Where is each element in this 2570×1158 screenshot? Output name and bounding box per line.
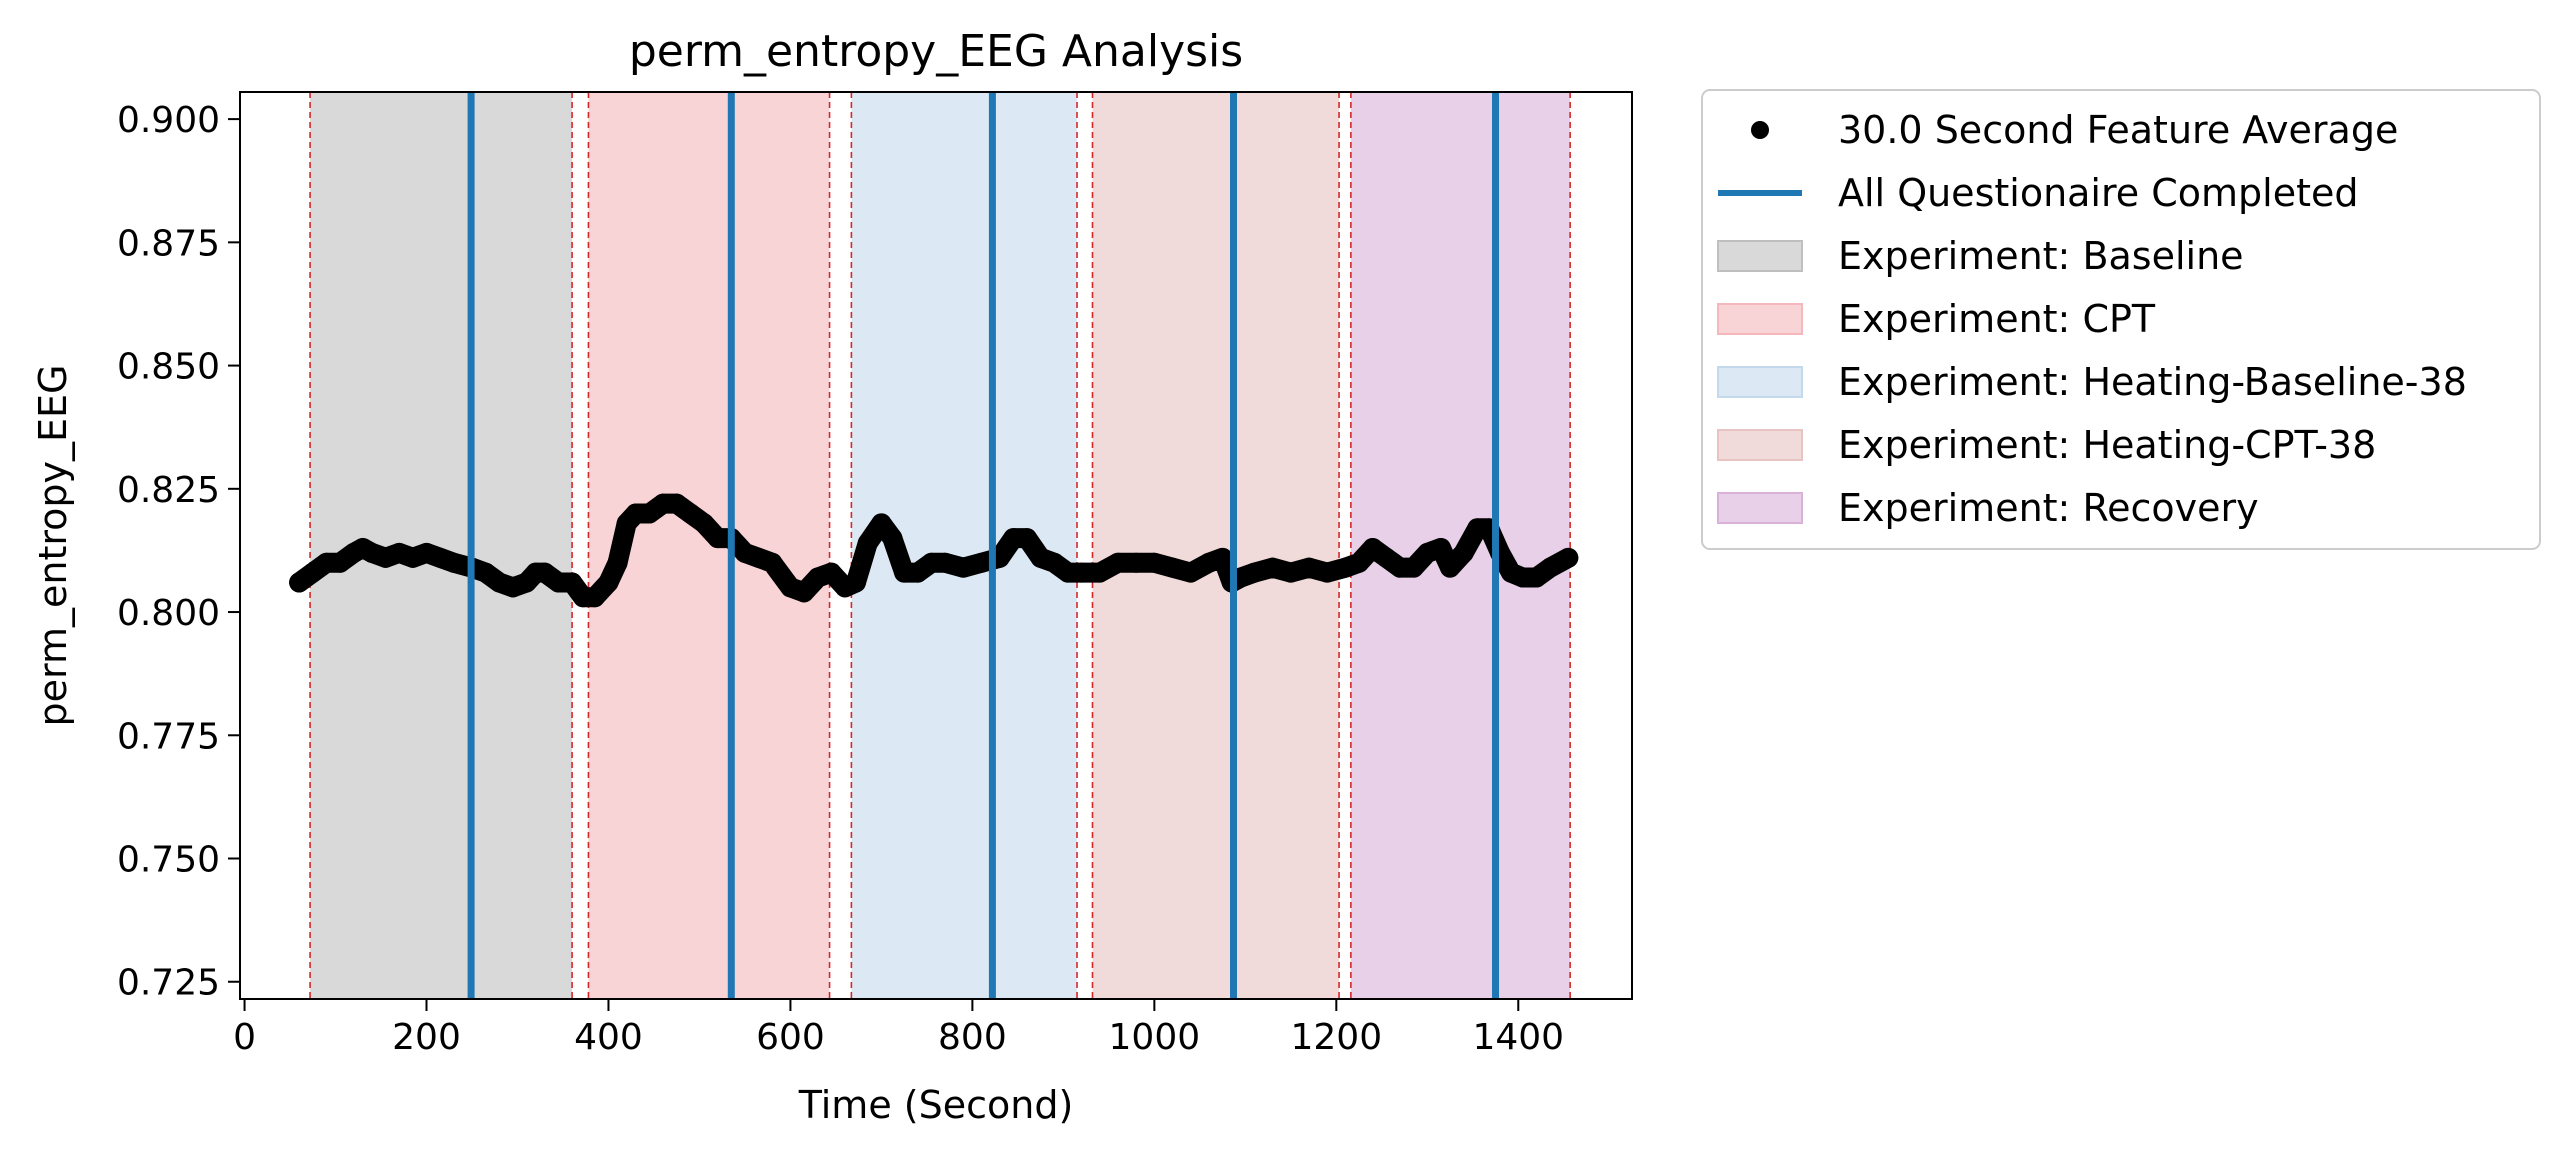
y-tick-label-3: 0.800 [117, 593, 220, 634]
legend-swatch-2 [1717, 240, 1803, 272]
data-point-43 [845, 572, 866, 593]
data-point-71 [1262, 557, 1283, 578]
x-tick-label-3: 600 [756, 1017, 825, 1058]
plot-area: 0 200 400 600 800 1000 1200 1400 0.725 0.750 0.775… [117, 91, 1633, 1058]
data-point-65 [1180, 562, 1201, 583]
x-tick-label-1: 200 [392, 1017, 461, 1058]
legend-label-3: Experiment: CPT [1838, 297, 2156, 341]
legend-swatch-4 [1717, 366, 1803, 398]
data-point-70 [1244, 562, 1265, 583]
data-point-50 [935, 552, 956, 573]
data-point-61 [1107, 552, 1128, 573]
x-tick-label-6: 1200 [1291, 1017, 1383, 1058]
data-point-60 [1089, 562, 1110, 583]
x-tick-label-5: 1000 [1109, 1017, 1201, 1058]
legend: 30.0 Second Feature Average All Questiona… [1701, 89, 2541, 550]
legend-label-2: Experiment: Baseline [1838, 234, 2244, 278]
data-point-51 [953, 557, 974, 578]
data-point-45 [871, 513, 892, 534]
data-point-80 [1403, 557, 1424, 578]
data-point-24 [598, 572, 619, 593]
data-point-72 [1280, 562, 1301, 583]
legend-label-5: Experiment: Heating-CPT-38 [1838, 423, 2376, 467]
y-tick-label-6: 0.875 [117, 223, 220, 264]
y-tick-label-5: 0.850 [117, 347, 220, 388]
data-point-82 [1430, 537, 1451, 558]
legend-label-1: All Questionaire Completed [1838, 171, 2359, 215]
legend-swatch-5 [1717, 429, 1803, 461]
data-point-73 [1299, 557, 1320, 578]
legend-label-6: Experiment: Recovery [1838, 486, 2259, 530]
data-point-21 [562, 572, 583, 593]
data-point-46 [882, 528, 903, 549]
plot-frame [239, 91, 1633, 1000]
y-tick-label-1: 0.750 [117, 840, 220, 881]
legend-label-4: Experiment: Heating-Baseline-38 [1838, 360, 2467, 404]
x-tick-label-7: 1400 [1472, 1017, 1564, 1058]
legend-label-0: 30.0 Second Feature Average [1838, 108, 2398, 152]
data-point-67 [1212, 547, 1233, 568]
data-point-25 [607, 552, 628, 573]
data-point-91 [1540, 557, 1561, 578]
y-tick-label-2: 0.775 [117, 716, 220, 757]
data-point-76 [1349, 552, 1370, 573]
data-point-39 [794, 582, 815, 603]
data-point-63 [1144, 552, 1165, 573]
y-tick-label-7: 0.900 [117, 100, 220, 141]
x-tick-label-4: 800 [938, 1017, 1007, 1058]
data-point-74 [1317, 562, 1338, 583]
data-point-41 [821, 562, 842, 583]
data-point-59 [1071, 562, 1092, 583]
y-tick-label-4: 0.825 [117, 470, 220, 511]
data-point-23 [584, 587, 605, 608]
chart-title: perm_entropy_EEG Analysis [629, 26, 1243, 77]
data-point-37 [762, 552, 783, 573]
data-point-62 [1126, 552, 1147, 573]
x-tick-label-0: 0 [233, 1017, 256, 1058]
x-tick-label-2: 400 [574, 1017, 643, 1058]
data-point-12 [443, 552, 464, 573]
phase-region-3 [1092, 92, 1340, 999]
data-point-44 [857, 533, 878, 554]
x-axis-label: Time (Second) [798, 1083, 1074, 1127]
y-axis-label: perm_entropy_EEG [31, 365, 75, 727]
data-point-64 [1162, 557, 1183, 578]
data-point-84 [1453, 542, 1474, 563]
data-point-52 [971, 552, 992, 573]
data-point-92 [1558, 547, 1579, 568]
legend-box [1701, 89, 2541, 550]
data-point-83 [1440, 557, 1461, 578]
legend-swatch-3 [1717, 303, 1803, 335]
data-point-32 [694, 513, 714, 534]
y-tick-label-0: 0.725 [117, 963, 220, 1004]
data-point-55 [1016, 528, 1037, 549]
legend-swatch-6 [1717, 492, 1803, 524]
legend-swatch-0 [1751, 121, 1769, 139]
